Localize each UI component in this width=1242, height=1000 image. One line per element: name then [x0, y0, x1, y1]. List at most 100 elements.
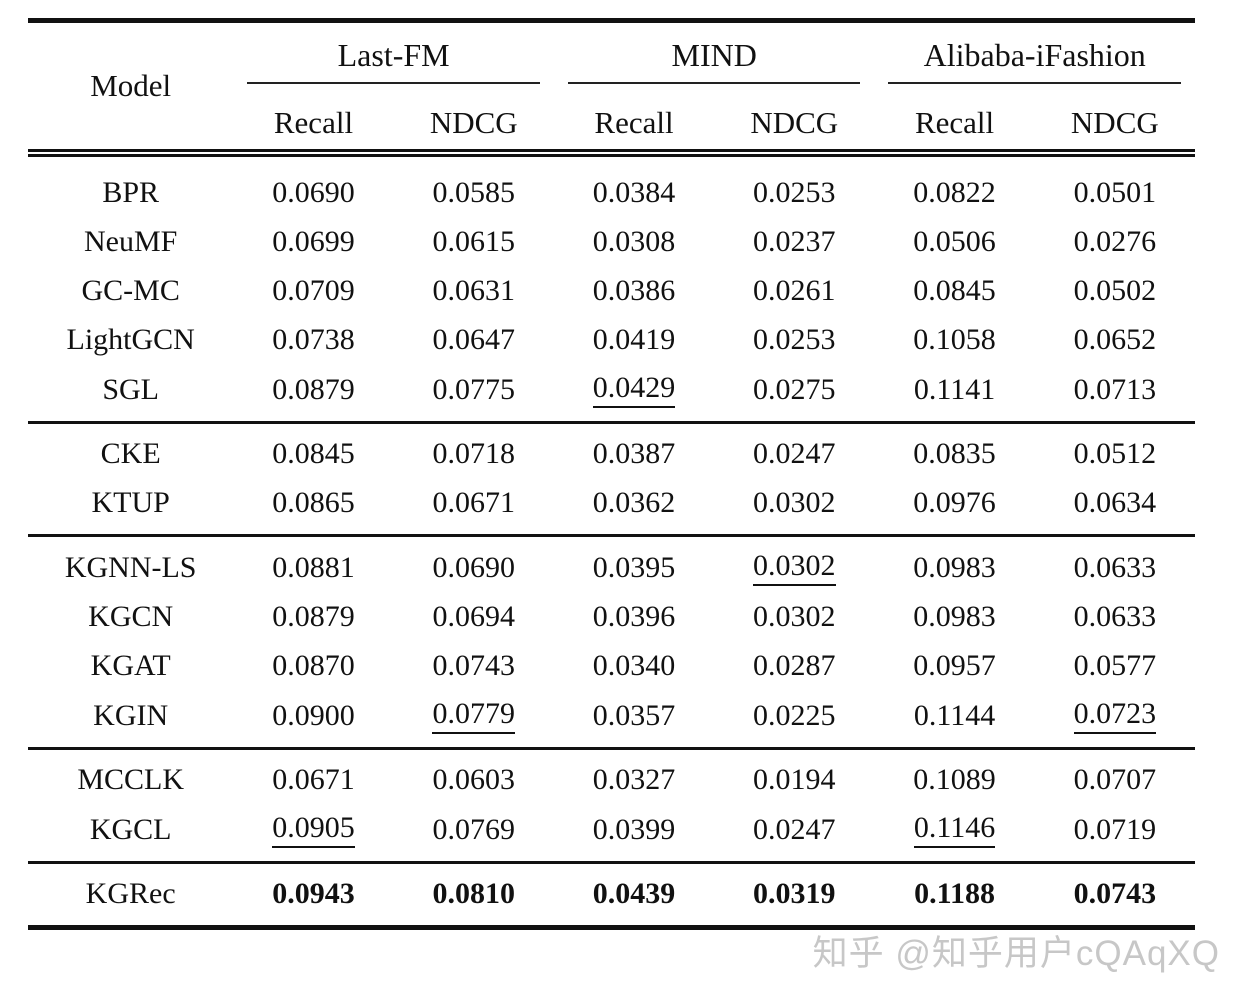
table-row: GC-MC 0.0709 0.0631 0.0386 0.0261 0.0845 0.050… [28, 267, 1195, 316]
table-body: BPR 0.0690 0.0585 0.0384 0.0253 0.0822 0.0501 N… [28, 153, 1195, 928]
model-name: KGNN-LS [28, 534, 234, 593]
metric-value: 0.0585 [432, 176, 515, 209]
metric-value: 0.0387 [553, 421, 715, 479]
metric-header: Recall [233, 97, 394, 157]
metric-value: 0.0362 [592, 486, 676, 519]
table-header: Model Last-FM MIND Alibaba-iFashion Reca… [28, 20, 1195, 157]
metric-value: 0.0709 [272, 274, 355, 307]
model-name: KGCL [89, 812, 172, 846]
metric-value: 0.0439 [553, 861, 715, 928]
table-row: BPR 0.0690 0.0585 0.0384 0.0253 0.0822 0.0501 [28, 153, 1195, 218]
model-name: KGIN [93, 698, 169, 732]
model-name: GC-MC [81, 274, 180, 307]
dataset-header-ifashion: Alibaba-iFashion [874, 21, 1195, 98]
metric-value: 0.0983 [913, 600, 996, 633]
metric-value: 0.0302 [753, 600, 836, 633]
table-row: LightGCN 0.0738 0.0647 0.0419 0.0253 0.1058 0.… [28, 316, 1195, 365]
dataset-header-lastfm: Last-FM [233, 21, 554, 98]
metric-value: 0.0845 [913, 274, 996, 307]
metric-value: 0.0275 [753, 372, 836, 406]
dataset-label: Last-FM [247, 37, 540, 84]
metric-value: 0.0253 [753, 323, 836, 356]
dataset-label: MIND [567, 37, 861, 84]
metric-header: Recall [553, 97, 715, 157]
metric-value: 0.0633 [1073, 600, 1157, 633]
metric-value: 0.0694 [432, 600, 515, 633]
metric-value: 0.0713 [1073, 372, 1157, 406]
metric-value: 0.0775 [432, 372, 515, 406]
table-row: KGIN 0.0900 0.0779 0.0357 0.0225 0.1144 0.0723 [28, 691, 1195, 749]
metric-header: NDCG [714, 97, 875, 157]
table-row: NeuMF 0.0699 0.0615 0.0308 0.0237 0.0506 0.027… [28, 218, 1195, 267]
metric-value: 0.0308 [592, 225, 676, 258]
metric-value: 0.0302 [753, 486, 836, 519]
metric-value: 0.0384 [592, 176, 676, 209]
metric-value: 0.0506 [913, 225, 996, 258]
metric-value: 0.0870 [272, 649, 355, 682]
model-name: KTUP [91, 486, 170, 519]
metric-value: 0.0287 [753, 649, 836, 682]
results-table: Model Last-FM MIND Alibaba-iFashion Reca… [28, 18, 1195, 930]
model-name: KGAT [90, 649, 171, 682]
model-column-header: Model [28, 20, 234, 157]
metric-value: 0.0943 [233, 861, 394, 928]
dataset-header-mind: MIND [554, 21, 875, 98]
metric-value: 0.0905 [233, 805, 393, 863]
metric-value: 0.0319 [714, 861, 875, 928]
metric-value: 0.0237 [753, 225, 836, 258]
metric-value: 0.0743 [1034, 861, 1195, 928]
table-row: KGNN-LS 0.0881 0.0690 0.0395 0.0302 0.0983 0.0… [28, 534, 1195, 593]
metric-value: 0.0845 [233, 421, 394, 479]
table-row: MCCLK 0.0671 0.0603 0.0327 0.0194 0.1089 0.070… [28, 747, 1195, 805]
metric-value: 0.0983 [874, 534, 1035, 593]
metric-value: 0.0671 [432, 486, 515, 519]
dataset-header-row: Model Last-FM MIND Alibaba-iFashion [28, 20, 1195, 157]
metric-value: 0.0247 [753, 812, 836, 846]
metric-value: 0.0900 [272, 698, 355, 732]
model-name: KGCN [88, 600, 174, 633]
table-row: CKE 0.0845 0.0718 0.0387 0.0247 0.0835 0.0512 [28, 421, 1195, 479]
metric-header-row: Recall NDCG Recall NDCG Recall NDCG [28, 97, 1195, 157]
metric-value: 0.0719 [1073, 812, 1157, 846]
metric-value: 0.0976 [913, 486, 996, 519]
metric-value: 0.0501 [1073, 176, 1157, 209]
metric-header: NDCG [393, 97, 554, 157]
metric-header: Recall [874, 97, 1035, 157]
metric-value: 0.0634 [1073, 486, 1157, 519]
metric-value: 0.0881 [233, 534, 394, 593]
metric-value: 0.0615 [432, 225, 515, 258]
metric-value: 0.0276 [1073, 225, 1157, 258]
metric-value: 0.0340 [592, 649, 676, 682]
metric-value: 0.0690 [272, 176, 355, 209]
model-name: NeuMF [84, 225, 178, 258]
metric-value: 0.0652 [1073, 323, 1157, 356]
metric-value: 0.0357 [592, 698, 676, 732]
metric-value: 0.0718 [393, 421, 554, 479]
metric-value: 0.0879 [272, 600, 355, 633]
metric-value: 0.0247 [714, 421, 875, 479]
metric-value: 0.0253 [753, 176, 836, 209]
metric-value: 0.0769 [432, 812, 515, 846]
benchmark-results-table: Model Last-FM MIND Alibaba-iFashion Reca… [28, 18, 1195, 930]
metric-value: 0.0690 [393, 534, 554, 593]
model-name: KGRec [28, 861, 234, 928]
metric-value: 0.1146 [874, 805, 1034, 863]
model-name: CKE [28, 421, 234, 479]
metric-value: 0.0395 [553, 534, 715, 593]
metric-value: 0.0723 [1035, 691, 1195, 749]
metric-value: 0.0399 [592, 812, 676, 846]
metric-value: 0.0671 [233, 747, 394, 805]
metric-value: 0.0512 [1034, 421, 1195, 479]
metric-value: 0.0419 [592, 323, 676, 356]
metric-value: 0.0327 [553, 747, 715, 805]
metric-value: 0.0631 [432, 274, 515, 307]
metric-value: 0.0699 [272, 225, 355, 258]
table-row: KGCL 0.0905 0.0769 0.0399 0.0247 0.1146 0.0719 [28, 805, 1195, 863]
metric-header: NDCG [1034, 97, 1195, 157]
metric-value: 0.0194 [714, 747, 875, 805]
metric-value: 0.0603 [393, 747, 554, 805]
table-row: KGCN 0.0879 0.0694 0.0396 0.0302 0.0983 0.0633 [28, 593, 1195, 642]
model-name: SGL [102, 372, 160, 406]
metric-value: 0.0261 [753, 274, 836, 307]
zhihu-watermark: 知乎 @知乎用户cQAqXQ [812, 934, 1220, 973]
